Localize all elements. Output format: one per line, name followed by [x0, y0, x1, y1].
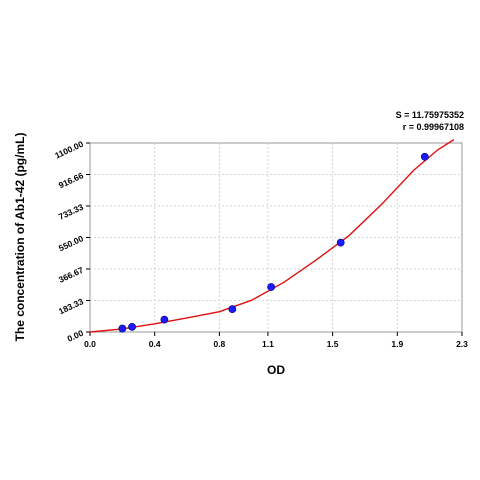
- grid: [90, 143, 462, 332]
- y-tick-label: 183.33: [57, 296, 85, 316]
- y-tick-label: 550.00: [57, 233, 85, 253]
- fit-curve: [89, 139, 455, 333]
- x-tick-label: 1.9: [391, 339, 403, 349]
- y-tick-label: 733.33: [57, 202, 85, 222]
- x-tick-label: 0.8: [213, 339, 225, 349]
- x-tick-label: 0.0: [84, 339, 96, 349]
- fit-curve-group: [89, 139, 455, 333]
- y-tick-label: 366.67: [57, 265, 85, 285]
- y-tick-label: 0.00: [66, 328, 85, 344]
- data-point: [420, 152, 429, 161]
- y-axis-title: The concentration of Ab1-42 (pg/mL): [13, 133, 27, 342]
- data-points: [118, 152, 429, 333]
- x-axis-title: OD: [267, 363, 285, 377]
- x-tick-label: 1.1: [262, 339, 274, 349]
- axis-ticks: 0.0 0.4 0.8 1.1 1.5 1.9 2.3 0.00 183.33 366.67 550…: [53, 139, 468, 349]
- y-tick-label: 916.66: [57, 170, 85, 190]
- data-point: [118, 324, 127, 333]
- data-point: [336, 238, 345, 247]
- y-tick-label: 1100.00: [53, 139, 85, 161]
- data-point: [267, 283, 276, 291]
- data-point: [228, 305, 237, 314]
- stat-r-value: r = 0.99967108: [402, 122, 464, 132]
- stat-s-value: S = 11.75975352: [395, 110, 464, 120]
- x-tick-label: 0.4: [149, 339, 161, 349]
- x-tick-label: 2.3: [456, 339, 468, 349]
- data-point: [128, 322, 136, 331]
- x-tick-label: 1.5: [327, 339, 339, 349]
- data-point: [160, 315, 169, 324]
